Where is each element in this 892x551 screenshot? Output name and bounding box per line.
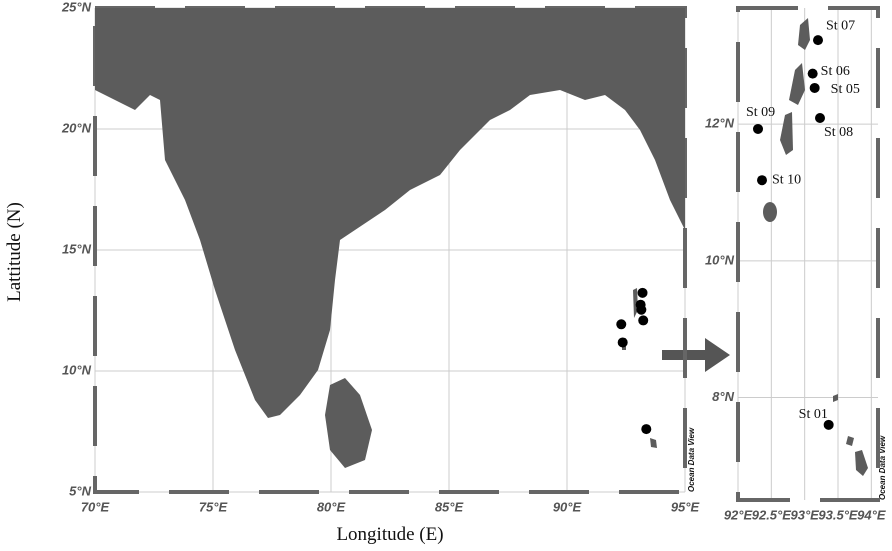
station-dot bbox=[617, 337, 628, 348]
station-label: St 09 bbox=[746, 105, 775, 120]
x-tick-label: 75°E bbox=[199, 499, 228, 514]
arrow bbox=[662, 338, 730, 372]
station-label: St 08 bbox=[824, 125, 853, 140]
y-tick-label: 10°N bbox=[705, 252, 735, 267]
station-label: St 07 bbox=[826, 18, 855, 33]
x-tick-label: 95°E bbox=[671, 499, 700, 514]
x-tick-label: 85°E bbox=[435, 499, 464, 514]
y-tick-label: 8°N bbox=[712, 389, 734, 404]
x-tick-label: 92.5°E bbox=[752, 507, 792, 522]
x-tick-label: 93°E bbox=[790, 507, 819, 522]
station-label: St 05 bbox=[831, 82, 860, 97]
x-tick-label: 90°E bbox=[553, 499, 582, 514]
station-dot bbox=[813, 35, 823, 46]
station-dot bbox=[636, 304, 647, 315]
y-tick-label: 25°N bbox=[61, 0, 92, 14]
station-dot bbox=[809, 82, 820, 93]
station-label: St 06 bbox=[821, 64, 850, 79]
x-tick-label: 94°E bbox=[857, 507, 886, 522]
y-tick-label: 12°N bbox=[705, 116, 735, 131]
station-dot bbox=[757, 175, 767, 186]
station-dot bbox=[815, 113, 825, 124]
x-tick-label: 70°E bbox=[81, 499, 110, 514]
station-label: St 01 bbox=[799, 407, 828, 422]
station-dot bbox=[641, 424, 652, 435]
station-dot bbox=[637, 287, 648, 298]
station-label: St 10 bbox=[772, 172, 801, 187]
station-dot bbox=[807, 68, 818, 79]
x-tick-label: 92°E bbox=[724, 507, 753, 522]
x-tick-label: 80°E bbox=[317, 499, 346, 514]
y-tick-label: 5°N bbox=[69, 483, 91, 498]
station-dot bbox=[638, 315, 649, 326]
y-tick-label: 10°N bbox=[62, 362, 92, 377]
x-tick-label: 93.5°E bbox=[818, 507, 858, 522]
station-dot bbox=[823, 419, 834, 430]
station-dot bbox=[616, 319, 627, 330]
watermark: Ocean Data View bbox=[878, 435, 887, 500]
y-axis-title: Lattitude (N) bbox=[4, 202, 25, 302]
watermark: Ocean Data View bbox=[687, 427, 696, 492]
inset-land bbox=[763, 18, 868, 476]
x-axis-title: Longitude (E) bbox=[336, 524, 443, 545]
station-dot bbox=[753, 123, 763, 134]
y-tick-label: 20°N bbox=[61, 120, 92, 135]
map-frame bbox=[736, 6, 880, 502]
y-tick-label: 15°N bbox=[62, 241, 92, 256]
main-land bbox=[95, 8, 685, 468]
